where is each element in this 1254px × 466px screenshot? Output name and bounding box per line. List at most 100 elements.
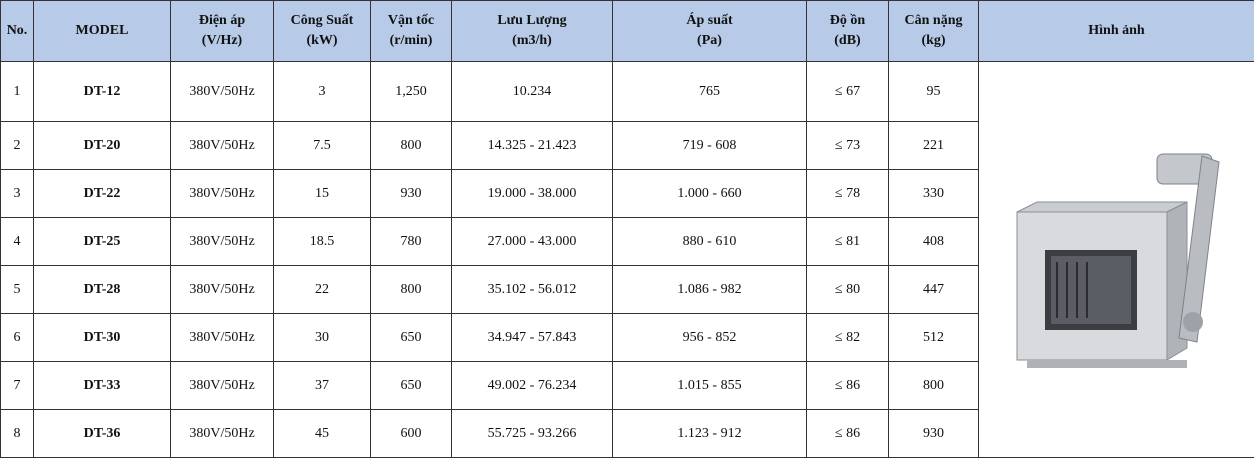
table-cell: 380V/50Hz — [170, 121, 274, 170]
table-cell: 22 — [273, 265, 371, 314]
table-cell: 10.234 — [451, 61, 613, 122]
table-cell: 14.325 - 21.423 — [451, 121, 613, 170]
header-cell: Vận tốc (r/min) — [370, 0, 452, 62]
table-cell: 600 — [370, 409, 452, 458]
header-text: Công Suất — [290, 13, 354, 28]
header-text: (r/min) — [389, 33, 433, 48]
table-cell: 30 — [273, 313, 371, 362]
table-row: 7 DT-33 380V/50Hz 37 650 49.002 - 76.234 1.015… — [0, 361, 1254, 410]
table-cell: 1.123 - 912 — [612, 409, 807, 458]
header-cell: Hình ảnh — [978, 0, 1254, 62]
table-row: 8 DT-36 380V/50Hz 45 600 55.725 - 93.266 1.123… — [0, 409, 1254, 458]
table-cell: 6 — [0, 313, 34, 362]
header-text: (V/Hz) — [201, 33, 243, 48]
table-cell: 800 — [888, 361, 979, 410]
table-cell: 45 — [273, 409, 371, 458]
header-text: No. — [6, 23, 28, 38]
table-cell: ≤ 81 — [806, 217, 889, 266]
table-cell: 512 — [888, 313, 979, 362]
header-cell: Điện áp (V/Hz) — [170, 0, 274, 62]
header-cell: No. — [0, 0, 34, 62]
header-text: (m3/h) — [512, 33, 552, 48]
table-cell: ≤ 80 — [806, 265, 889, 314]
table-cell: 34.947 - 57.843 — [451, 313, 613, 362]
table-cell: 3 — [0, 169, 34, 218]
header-text: MODEL — [75, 23, 129, 38]
table-cell: 780 — [370, 217, 452, 266]
table-cell: 650 — [370, 361, 452, 410]
table-cell: 380V/50Hz — [170, 217, 274, 266]
model-cell: DT-36 — [33, 409, 171, 458]
table-row: 1 DT-12 380V/50Hz 3 1,250 10.234 765 ≤ 67 95 — [0, 61, 1254, 458]
table-cell: 380V/50Hz — [170, 409, 274, 458]
table-cell: 380V/50Hz — [170, 61, 274, 122]
table-cell: 380V/50Hz — [170, 265, 274, 314]
table-cell: 765 — [612, 61, 807, 122]
table-cell: 2 — [0, 121, 34, 170]
header-text: Áp suất — [686, 13, 733, 28]
table-row: 6 DT-30 380V/50Hz 30 650 34.947 - 57.843 956 -… — [0, 313, 1254, 362]
table-cell: 650 — [370, 313, 452, 362]
table-cell: 4 — [0, 217, 34, 266]
header-text: Độ ồn — [829, 13, 866, 28]
table-cell: ≤ 86 — [806, 409, 889, 458]
model-cell: DT-33 — [33, 361, 171, 410]
table-cell: 880 - 610 — [612, 217, 807, 266]
table-cell: 956 - 852 — [612, 313, 807, 362]
table-cell: 95 — [888, 61, 979, 122]
header-text: Vận tốc — [387, 13, 435, 28]
header-text: (kg) — [921, 33, 946, 48]
table-cell: 18.5 — [273, 217, 371, 266]
table-cell: 1.086 - 982 — [612, 265, 807, 314]
table-cell: 380V/50Hz — [170, 169, 274, 218]
fan-image — [1016, 153, 1220, 368]
header-row: No. MODEL Điện áp (V/Hz) Công Suất (kW) Vận tố… — [0, 0, 1254, 62]
table-cell: 19.000 - 38.000 — [451, 169, 613, 218]
table-cell: 7.5 — [273, 121, 371, 170]
table-cell: ≤ 78 — [806, 169, 889, 218]
table-cell: 800 — [370, 121, 452, 170]
table-cell: 8 — [0, 409, 34, 458]
table-cell: 221 — [888, 121, 979, 170]
model-cell: DT-28 — [33, 265, 171, 314]
table-row: 5 DT-28 380V/50Hz 22 800 35.102 - 56.012 1.086… — [0, 265, 1254, 314]
header-text: Điện áp — [198, 13, 246, 28]
table-cell: 447 — [888, 265, 979, 314]
table-cell: 330 — [888, 169, 979, 218]
header-text: Cân nặng — [904, 13, 963, 28]
image-cell — [978, 61, 1254, 458]
header-text: Hình ảnh — [1088, 23, 1145, 38]
table-cell: 408 — [888, 217, 979, 266]
table-cell: 55.725 - 93.266 — [451, 409, 613, 458]
table-cell: 3 — [273, 61, 371, 122]
table-cell: 719 - 608 — [612, 121, 807, 170]
table-row: 3 DT-22 380V/50Hz 15 930 19.000 - 38.000 1.000… — [0, 169, 1254, 218]
header-text: (Pa) — [697, 33, 722, 48]
table-cell: 7 — [0, 361, 34, 410]
model-cell: DT-30 — [33, 313, 171, 362]
table-cell: ≤ 73 — [806, 121, 889, 170]
table-cell: 380V/50Hz — [170, 313, 274, 362]
table-cell: 1,250 — [370, 61, 452, 122]
model-cell: DT-25 — [33, 217, 171, 266]
table-cell: 380V/50Hz — [170, 361, 274, 410]
model-cell: DT-20 — [33, 121, 171, 170]
table-cell: 1 — [0, 61, 34, 122]
table-cell: 27.000 - 43.000 — [451, 217, 613, 266]
table-cell: 37 — [273, 361, 371, 410]
header-cell: MODEL — [33, 0, 171, 62]
table-cell: 49.002 - 76.234 — [451, 361, 613, 410]
header-cell: Lưu Lượng (m3/h) — [451, 0, 613, 62]
table-cell: 1.000 - 660 — [612, 169, 807, 218]
table-row: 2 DT-20 380V/50Hz 7.5 800 14.325 - 21.423 719 … — [0, 121, 1254, 170]
table-cell: 800 — [370, 265, 452, 314]
header-cell: Áp suất (Pa) — [612, 0, 807, 62]
table-cell: 1.015 - 855 — [612, 361, 807, 410]
header-cell: Độ ồn (dB) — [806, 0, 889, 62]
table-cell: 15 — [273, 169, 371, 218]
table-cell: ≤ 86 — [806, 361, 889, 410]
table-cell: ≤ 67 — [806, 61, 889, 122]
header-cell: Công Suất (kW) — [273, 0, 371, 62]
